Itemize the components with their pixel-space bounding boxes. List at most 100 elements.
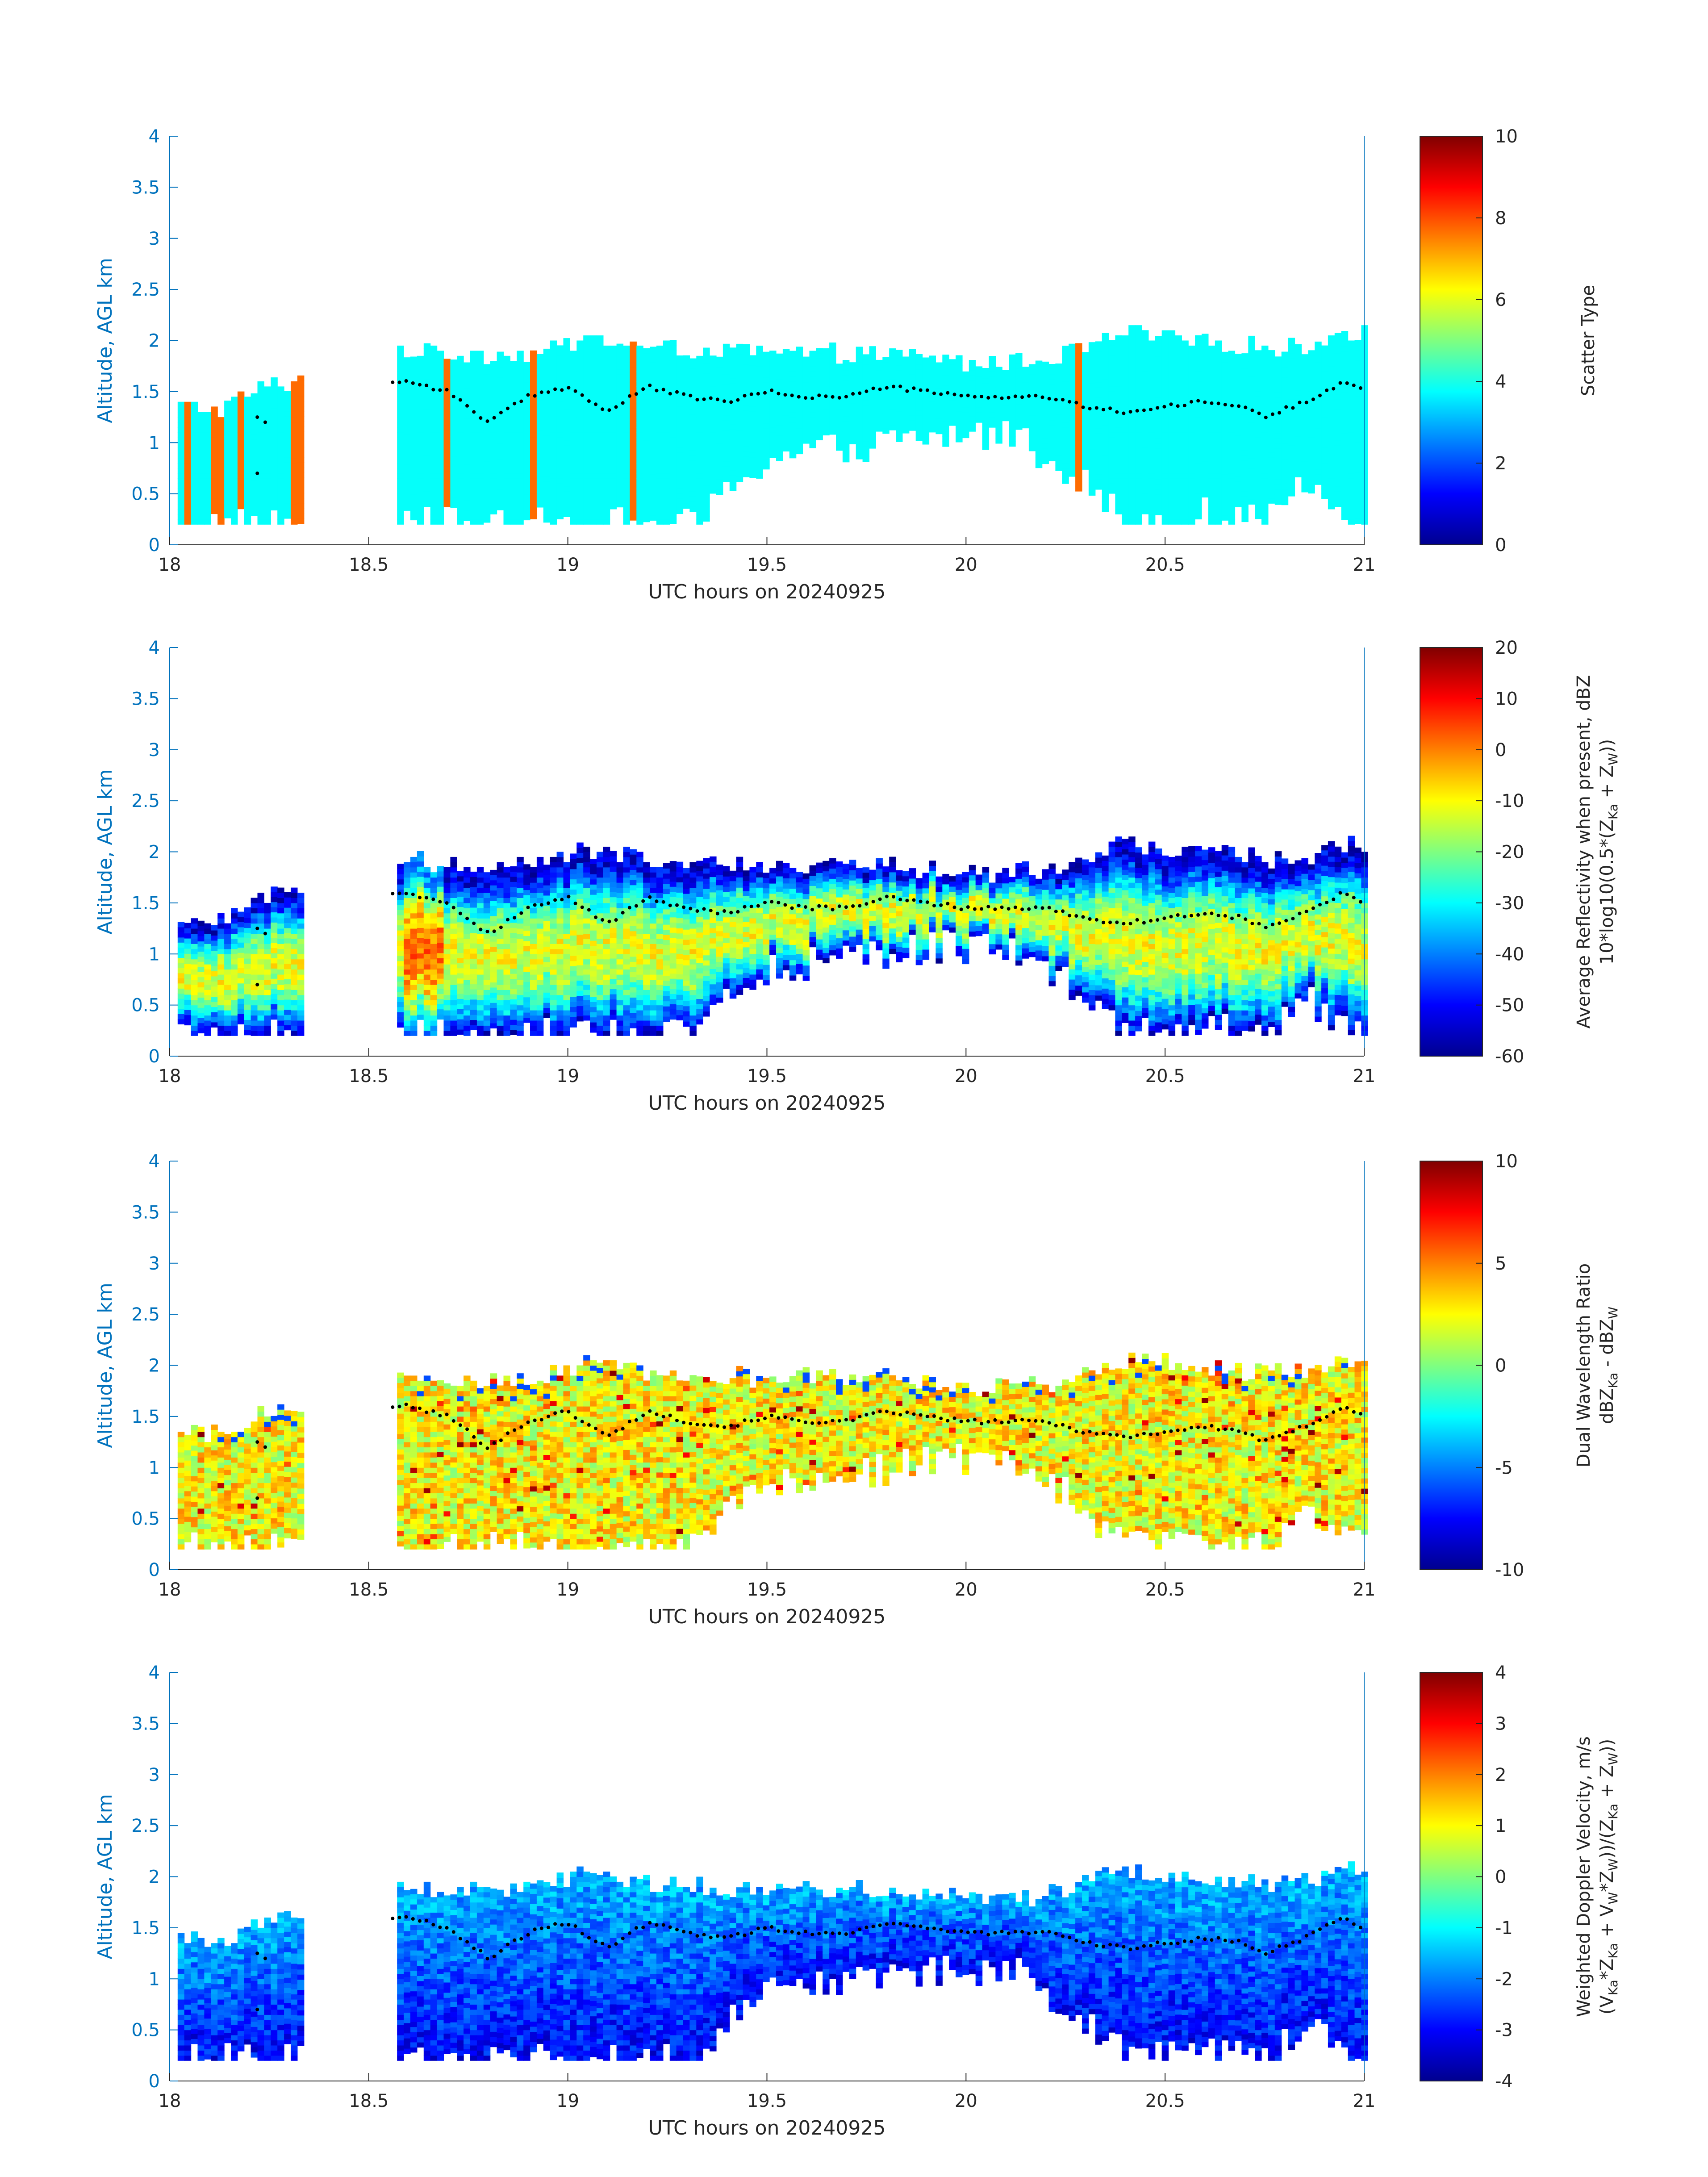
heatmap-cell xyxy=(1075,353,1082,359)
heatmap-cell xyxy=(217,933,225,939)
heatmap-cell xyxy=(710,371,717,376)
heatmap-cell xyxy=(417,437,424,443)
heatmap-cell xyxy=(710,447,717,453)
heatmap-cell xyxy=(656,499,664,505)
heatmap-cell xyxy=(1348,366,1355,372)
heatmap-cell xyxy=(237,437,245,443)
cloud-base-dot xyxy=(479,416,483,420)
heatmap-cell xyxy=(623,407,630,413)
heatmap-cell xyxy=(237,957,245,963)
heatmap-cell xyxy=(1188,483,1195,489)
heatmap-cell xyxy=(696,355,703,361)
heatmap-cell xyxy=(1315,413,1322,419)
heatmap-cell xyxy=(1155,423,1162,429)
heatmap-cell xyxy=(756,422,763,428)
heatmap-cell xyxy=(1175,427,1182,433)
heatmap-cell xyxy=(191,443,198,448)
heatmap-cell xyxy=(1195,345,1202,351)
heatmap-cell xyxy=(1175,381,1182,387)
heatmap-cell xyxy=(623,489,630,494)
heatmap-cell xyxy=(1208,447,1215,453)
heatmap-cell xyxy=(710,366,717,371)
heatmap-cell xyxy=(563,394,570,400)
heatmap-cell xyxy=(1221,428,1229,434)
heatmap-cell xyxy=(696,386,703,392)
heatmap-cell xyxy=(457,381,464,387)
heatmap-cell xyxy=(989,417,996,423)
heatmap-cell xyxy=(1148,422,1156,428)
heatmap-cell xyxy=(630,362,637,368)
heatmap-cell xyxy=(1202,472,1209,477)
heatmap-cell xyxy=(1108,371,1116,376)
heatmap-cell xyxy=(896,360,903,366)
heatmap-cell xyxy=(650,459,657,464)
heatmap-cell xyxy=(543,430,551,436)
heatmap-cell xyxy=(1241,430,1249,435)
heatmap-cell xyxy=(1215,391,1222,397)
heatmap-cell xyxy=(1348,412,1355,418)
heatmap-cell xyxy=(1155,346,1162,352)
heatmap-cell xyxy=(1168,371,1176,377)
heatmap-cell xyxy=(842,421,850,427)
heatmap-cell xyxy=(510,499,517,505)
heatmap-cell xyxy=(423,491,431,497)
heatmap-cell xyxy=(583,391,590,397)
heatmap-cell xyxy=(1215,371,1222,377)
heatmap-cell xyxy=(616,384,624,390)
heatmap-cell xyxy=(191,453,198,459)
heatmap-cell xyxy=(1095,464,1102,469)
heatmap-cell xyxy=(430,391,438,397)
heatmap-cell xyxy=(1208,381,1215,387)
heatmap-cell xyxy=(1241,481,1249,486)
heatmap-cell xyxy=(1341,504,1349,510)
heatmap-cell xyxy=(1108,458,1116,463)
heatmap-cell xyxy=(663,351,670,356)
heatmap-cell xyxy=(1321,447,1328,453)
heatmap-cell xyxy=(1341,407,1349,413)
colorbar-tick-label: 0 xyxy=(1495,535,1506,556)
heatmap-cell xyxy=(1334,445,1342,451)
heatmap-cell xyxy=(1135,489,1142,494)
heatmap-cell xyxy=(1035,406,1043,412)
heatmap-cell xyxy=(663,427,670,433)
heatmap-cell xyxy=(264,493,271,499)
heatmap-cell xyxy=(430,361,438,367)
heatmap-cell xyxy=(1035,447,1043,453)
heatmap-cell xyxy=(271,495,278,501)
heatmap-cell xyxy=(497,397,504,403)
heatmap-cell xyxy=(297,375,305,381)
heatmap-cell xyxy=(656,519,664,525)
cloud-base-dot xyxy=(1264,415,1268,419)
heatmap-cell xyxy=(257,478,264,484)
heatmap-cell xyxy=(643,491,650,497)
heatmap-cell xyxy=(902,413,910,418)
heatmap-cell xyxy=(616,359,624,364)
heatmap-cell xyxy=(197,992,205,998)
heatmap-cell xyxy=(476,489,484,494)
heatmap-cell xyxy=(623,432,630,438)
heatmap-cell xyxy=(530,412,537,417)
heatmap-cell xyxy=(743,472,750,477)
heatmap-cell xyxy=(729,434,737,440)
heatmap-cell xyxy=(251,1005,258,1011)
heatmap-cell xyxy=(1248,427,1255,433)
heatmap-cell xyxy=(597,345,604,351)
heatmap-cell xyxy=(244,519,251,525)
heatmap-cell xyxy=(1295,426,1302,431)
cloud-base-dot xyxy=(621,401,625,405)
heatmap-cell xyxy=(423,394,431,400)
heatmap-cell xyxy=(1334,394,1342,400)
heatmap-cell xyxy=(1248,392,1255,397)
heatmap-cell xyxy=(856,403,863,409)
heatmap-cell xyxy=(430,351,438,356)
heatmap-cell xyxy=(1048,369,1056,375)
heatmap-cell xyxy=(1354,462,1361,468)
heatmap-cell xyxy=(244,1030,251,1036)
heatmap-cell xyxy=(404,423,411,429)
heatmap-cell xyxy=(643,430,650,435)
heatmap-cell xyxy=(497,469,504,475)
heatmap-cell xyxy=(297,493,305,498)
heatmap-cell xyxy=(1215,397,1222,402)
heatmap-cell xyxy=(231,913,238,919)
heatmap-cell xyxy=(1095,377,1102,383)
